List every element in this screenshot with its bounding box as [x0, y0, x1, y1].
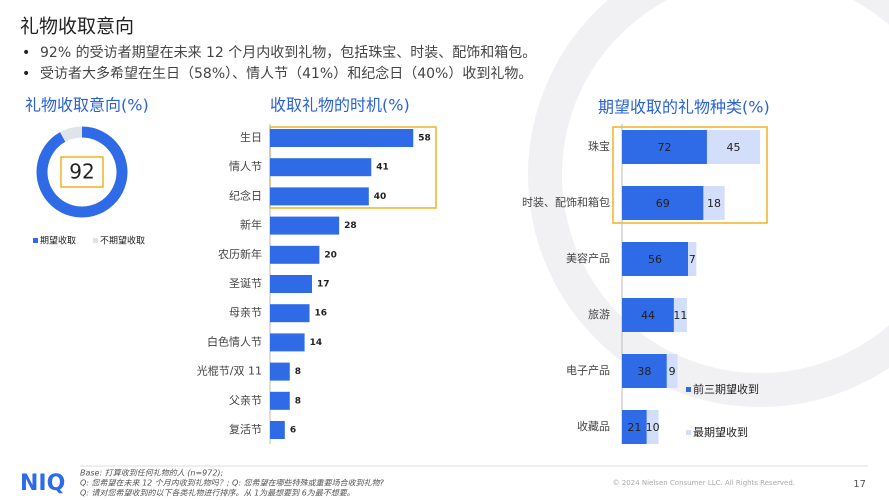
bar-segment [622, 410, 647, 444]
donut-segment [60, 126, 83, 142]
bar-segment [706, 130, 761, 164]
bar-segment [688, 242, 697, 276]
copyright: © 2024 Nielsen Consumer LLC. All Rights … [613, 479, 795, 487]
value-label: 69 [656, 197, 670, 210]
bar-segment [622, 242, 689, 276]
bar-segment [703, 186, 725, 220]
legend-swatch [686, 430, 691, 435]
bar [270, 216, 340, 235]
bar [270, 391, 290, 410]
value-label: 38 [637, 365, 651, 378]
value-label: 28 [344, 221, 357, 231]
bar [270, 245, 320, 264]
value-label: 41 [376, 163, 389, 173]
footnote: Q: 您希望在未来 12 个月内收到礼物吗？; Q: 您希望在哪些特殊或重要场合… [80, 479, 385, 488]
value-label: 72 [657, 141, 671, 154]
footnote: Base: 打算收到任何礼物的人 (n=972); [80, 469, 224, 478]
category-label: 美容产品 [566, 251, 610, 265]
value-label: 6 [290, 426, 296, 436]
value-label: 11 [673, 309, 687, 322]
category-label: 父亲节 [229, 393, 262, 407]
legend-swatch [93, 238, 98, 243]
chart-title: 收取礼物的时机(%) [270, 96, 410, 115]
value-label: 17 [317, 280, 330, 290]
category-label: 电子产品 [566, 363, 610, 377]
background-ring [528, 0, 889, 407]
category-label: 农历新年 [218, 247, 262, 261]
value-label: 16 [315, 309, 328, 319]
value-label: 10 [646, 421, 660, 434]
bar-segment [622, 298, 674, 332]
legend-label: 前三期望收到 [693, 382, 759, 396]
category-label: 旅游 [588, 307, 610, 321]
bar-segment [622, 354, 667, 388]
bar [270, 275, 312, 293]
category-label: 新年 [240, 218, 262, 232]
category-label: 复活节 [229, 422, 262, 436]
bullet: 受访者大多希望在生日（58%）、情人节（41%）和纪念日（40%）收到礼物。 [40, 65, 532, 82]
category-label: 收藏品 [577, 419, 610, 433]
category-label: 母亲节 [229, 305, 262, 319]
bar [270, 333, 305, 352]
center-box [60, 156, 104, 188]
bar [270, 362, 290, 381]
category-label: 时装、配饰和箱包 [522, 195, 610, 209]
category-label: 情人节 [229, 160, 262, 173]
page-number: 17 [853, 479, 866, 490]
category-label: 珠宝 [588, 139, 610, 153]
value-label: 45 [727, 141, 741, 154]
chart-title: 礼物收取意向(%) [25, 96, 149, 115]
bullet: 92% 的受访者期望在未来 12 个月内收到礼物，包括珠宝、时装、配饰和箱包。 [40, 45, 536, 61]
category-label: 生日 [240, 130, 262, 144]
value-label: 8 [295, 396, 301, 406]
logo: NIQ [20, 471, 65, 496]
legend-swatch [686, 387, 691, 392]
bullet-dot: • [22, 66, 30, 82]
bar [270, 158, 372, 177]
donut-segment [36, 126, 128, 218]
value-label: 44 [641, 309, 655, 322]
category-label: 纪念日 [229, 188, 262, 202]
value-label: 21 [627, 421, 641, 434]
category-label: 圣诞节 [229, 276, 262, 290]
legend-swatch [33, 238, 38, 243]
value-label: 18 [707, 197, 721, 210]
legend-label: 最期望收到 [693, 425, 748, 439]
value-label: 58 [418, 134, 431, 144]
bar-segment [622, 130, 707, 164]
bar [270, 187, 369, 206]
legend-label: 期望收取 [40, 235, 76, 247]
value-label: 9 [669, 365, 676, 378]
footnote: Q: 请对您希望收到的以下各类礼物进行排序。从 1为最想要到 6为最不想要。 [80, 489, 355, 498]
bar [270, 304, 310, 323]
highlight-box [612, 126, 768, 224]
bar [270, 129, 414, 147]
value-label: 56 [648, 253, 662, 266]
bar-segment [622, 186, 704, 220]
slide-title: 礼物收取意向 [20, 16, 134, 38]
value-label: 20 [324, 250, 337, 260]
bar-segment [673, 298, 687, 332]
bullet-dot: • [22, 45, 30, 61]
value-label: 8 [295, 367, 301, 377]
center-value: 92 [69, 160, 94, 184]
category-label: 光棍节/双 11 [197, 364, 262, 378]
value-label: 14 [310, 338, 323, 348]
bar [270, 421, 285, 439]
category-label: 白色情人节 [207, 334, 262, 348]
value-label: 7 [689, 253, 696, 266]
chart-title: 期望收取的礼物种类(%) [598, 98, 770, 117]
bar-segment [646, 410, 659, 444]
bar-segment [666, 354, 678, 388]
legend-label: 不期望收取 [100, 235, 145, 247]
value-label: 40 [374, 192, 387, 202]
